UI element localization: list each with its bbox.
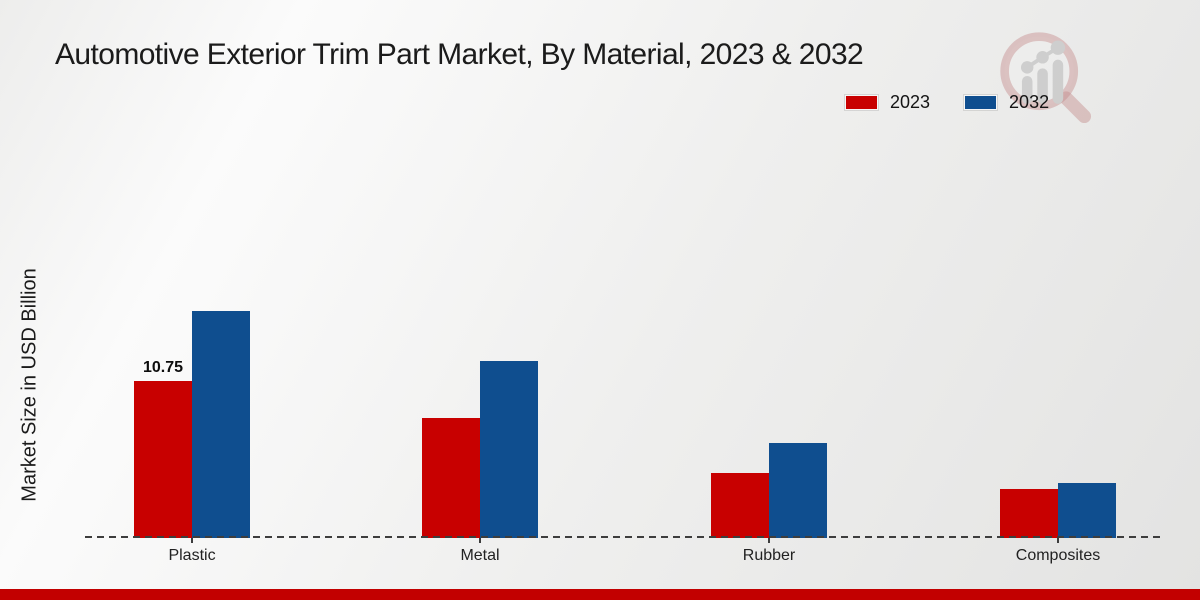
x-axis-tick-metal (479, 538, 481, 543)
category-label-composites: Composites (1015, 547, 1101, 564)
footer-accent-bar (0, 589, 1200, 600)
legend: 2023 2032 (845, 92, 1049, 113)
bar-2023-rubber (711, 473, 769, 538)
category-label-rubber: Rubber (742, 547, 796, 564)
x-axis-tick-rubber (768, 538, 770, 543)
bar-2032-rubber (769, 443, 827, 538)
market-research-magnifier-logo-icon (996, 28, 1092, 124)
bar-2023-composites (1000, 489, 1058, 538)
bar-2032-plastic (192, 311, 250, 538)
legend-label-2023: 2023 (890, 92, 931, 112)
category-label-metal: Metal (460, 547, 500, 564)
legend-label-2032: 2032 (1009, 92, 1050, 112)
legend-item-2023: 2023 (845, 92, 930, 113)
bar-2032-metal (480, 361, 538, 538)
x-axis-tick-composites (1057, 538, 1059, 543)
bar-2023-plastic (134, 381, 192, 538)
x-axis-tick-plastic (191, 538, 193, 543)
legend-item-2032: 2032 (964, 92, 1049, 113)
category-label-plastic: Plastic (168, 547, 216, 564)
legend-swatch-2032-icon (964, 95, 998, 110)
x-axis-baseline (85, 536, 1160, 538)
bar-2032-composites (1058, 483, 1116, 538)
bar-2023-metal (422, 418, 480, 538)
data-label-2023-plastic: 10.75 (142, 359, 184, 376)
chart-title: Automotive Exterior Trim Part Market, By… (55, 38, 864, 71)
y-axis-title: Market Size in USD Billion (18, 268, 41, 502)
legend-swatch-2023-icon (845, 95, 878, 110)
plot-area: Plastic Metal Rubber Composites 10.75 (85, 0, 1160, 564)
